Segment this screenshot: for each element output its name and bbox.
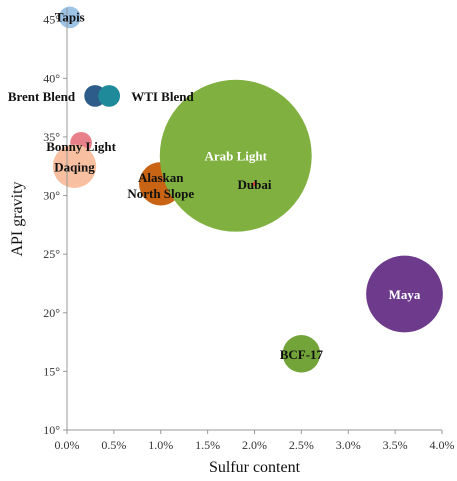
bubble-label-bonny-light: Bonny Light — [46, 139, 116, 154]
y-tick-label: 20° — [43, 306, 60, 320]
bubble-daqing — [52, 144, 97, 188]
x-axis-title: Sulfur content — [209, 459, 301, 476]
y-tick-label: 30° — [43, 189, 60, 203]
x-tick-label: 1.5% — [195, 438, 220, 452]
x-tick-label: 0.0% — [55, 438, 80, 452]
x-tick-label: 3.0% — [336, 438, 361, 452]
bubble-label-alaskan-north-slope: Alaskan North Slope — [127, 170, 194, 201]
x-tick-label: 2.5% — [289, 438, 314, 452]
x-tick-label: 4.0% — [430, 438, 455, 452]
bubble-wti-blend — [98, 85, 121, 107]
bubble-label-daqing: Daqing — [54, 159, 95, 174]
bubble-dubai — [252, 181, 257, 186]
x-tick-label: 0.5% — [101, 438, 126, 452]
y-tick-labels: 10° 15° 20° 25° 30° 35° 40° 45° — [43, 13, 67, 437]
y-tick-label: 10° — [43, 423, 60, 437]
bubble-bcf-17 — [282, 335, 321, 373]
y-axis-title: API gravity — [9, 181, 26, 256]
y-tick-label: 25° — [43, 247, 60, 261]
bubble-label-bcf-17: BCF-17 — [280, 347, 324, 362]
bubble-labels: Tapis Brent Blend WTI Blend Bonny Light Daqi… — [8, 9, 421, 361]
x-tick-label: 3.5% — [383, 438, 408, 452]
x-tick-label: 1.0% — [148, 438, 173, 452]
bubble-label-wti-blend: WTI Blend — [131, 89, 194, 104]
bubble-arab-light — [159, 79, 312, 232]
y-tick-label: 45° — [43, 13, 60, 27]
x-tick-labels: 0.0% 0.5% 1.0% 1.5% 2.0% 2.5% 3.0% 3.5% 4.0% — [55, 430, 455, 452]
bubble-label-brent-blend: Brent Blend — [8, 89, 76, 104]
y-tick-label: 35° — [43, 130, 60, 144]
bubble-label-dubai: Dubai — [238, 177, 272, 192]
y-tick-label: 40° — [43, 71, 60, 85]
bubble-label-maya: Maya — [389, 287, 421, 302]
bubble-label-tapis: Tapis — [55, 9, 85, 24]
x-tick-label: 2.0% — [242, 438, 267, 452]
bubble-label-arab-light: Arab Light — [205, 149, 268, 164]
bubble-maya — [366, 255, 443, 333]
y-tick-label: 15° — [43, 364, 60, 378]
bubbles-layer — [52, 6, 443, 373]
bubble-tapis — [58, 6, 81, 29]
